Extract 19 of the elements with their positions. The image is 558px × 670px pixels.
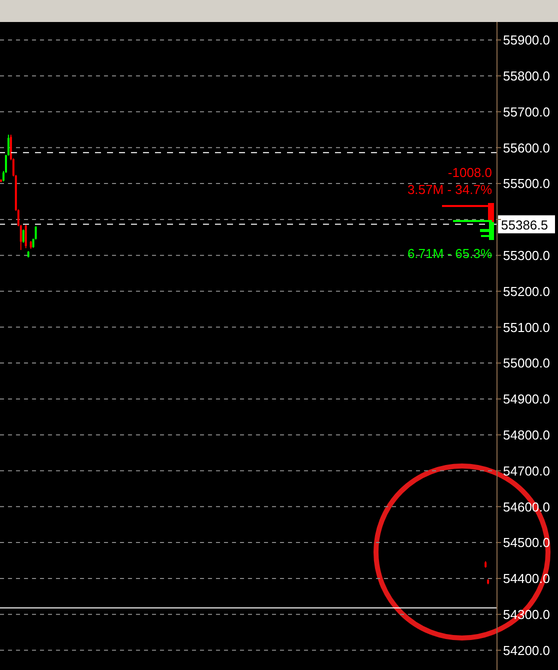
- y-tick-label: 55300.0: [503, 248, 550, 263]
- y-tick-label: 54200.0: [503, 642, 550, 658]
- y-tick-label: 55700.0: [503, 104, 550, 120]
- y-tick-label: 55900.0: [503, 32, 550, 48]
- annotation: 3.57M - 34.7%: [407, 182, 492, 197]
- y-tick-label: 55100.0: [503, 320, 550, 335]
- annotation: 6.71M - 65.3%: [407, 246, 492, 261]
- y-tick-label: 54900.0: [503, 392, 550, 407]
- y-tick-label: 54800.0: [503, 427, 550, 442]
- y-tick-label: 55000.0: [503, 356, 550, 371]
- y-tick-label: 55800.0: [503, 68, 550, 84]
- annotation: -1008.0: [448, 165, 492, 180]
- candlestick: [22, 229, 24, 244]
- candlestick: [24, 224, 27, 249]
- y-tick-label: 54700.0: [503, 463, 550, 478]
- ref-line-label: 55386.5: [501, 217, 548, 232]
- y-tick-label: 55200.0: [503, 284, 550, 299]
- y-tick-label: 55600.0: [503, 140, 550, 156]
- y-tick-label: 55500.0: [503, 176, 550, 192]
